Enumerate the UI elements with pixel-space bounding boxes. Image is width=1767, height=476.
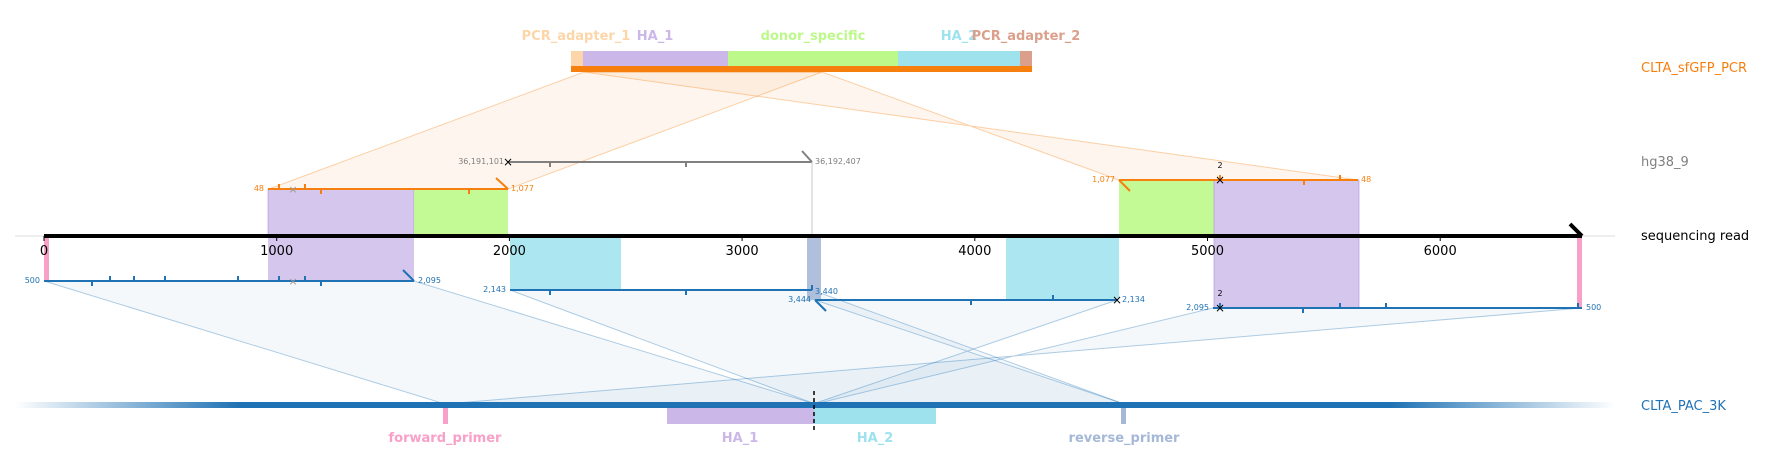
pcr-left-end-label: 1,077 [511, 184, 534, 193]
pac-alignment-3: × 3,444 2,134 [788, 293, 1145, 312]
pac-4-mismatch-mark: × [1215, 301, 1225, 315]
pcr-ha1-label: HA_1 [637, 29, 674, 44]
pac-ha2-label: HA_2 [857, 431, 894, 446]
pac-track-bar [15, 402, 1615, 408]
pcr-track-bar [571, 66, 1032, 72]
read-ha2-region-lower-2 [1006, 236, 1119, 300]
pcr-ha2-label: HA_2 [941, 29, 978, 44]
pac-1-mismatch-mark: × [288, 275, 297, 288]
read-donor-region-left [414, 189, 508, 235]
read-axis-tick-label: 3000 [726, 244, 759, 259]
pac-forward-primer-block [443, 408, 448, 424]
pac-1-end-label: 2,095 [418, 276, 441, 285]
read-axis-arrowhead [1568, 222, 1584, 238]
pac-4-count-label: 2 [1217, 289, 1222, 298]
pcr-left-mismatch-mark: × [288, 183, 297, 196]
pcr-alignment-right: × 2 1,077 48 [1092, 161, 1371, 192]
pac-3-start-label: 3,444 [788, 295, 811, 304]
track-label-read: sequencing read [1641, 229, 1749, 244]
track-label-pcr: CLTA_sfGFP_PCR [1641, 61, 1747, 76]
pcr-alignment-left: × 48 1,077 [254, 177, 534, 196]
read-ha1-region-right [1213, 179, 1360, 236]
pac-alignment-2: 2,143 3,440 [483, 285, 838, 296]
read-axis: 0 1000 2000 3000 4000 5000 6000 [15, 222, 1615, 259]
pac-4-start-label: 2,095 [1186, 303, 1209, 312]
read-upper-regions [267, 179, 1360, 236]
pcr-adapter-2-label: PCR_adapter_2 [972, 29, 1081, 44]
pac-ha2-block [814, 408, 936, 424]
read-ha1-region-left [267, 188, 415, 236]
pcr-donor-specific-block [728, 51, 898, 66]
read-axis-tick-label: 6000 [1424, 244, 1457, 259]
pac-3-start-tail [814, 299, 827, 312]
pcr-right-connection [583, 71, 1359, 181]
pac-alignment-4: × 2 2,095 500 [1186, 289, 1601, 315]
pcr-to-read-connections [268, 71, 1359, 190]
read-lower-regions [44, 235, 1582, 309]
pcr-donor-specific-label: donor_specific [761, 29, 866, 44]
pcr-left-end-tail [495, 177, 509, 190]
pcr-right-start-tail [1118, 179, 1131, 192]
read-forward-primer-right [1577, 236, 1582, 308]
read-ha1-region-lower-right [1213, 235, 1360, 309]
pac-3-end-label: 2,134 [1122, 295, 1145, 304]
track-label-genome: hg38_9 [1641, 155, 1689, 170]
pac-2-start-label: 2,143 [483, 285, 506, 294]
pcr-adapter-2-block [1020, 51, 1032, 66]
read-axis-tick-label: 1000 [260, 244, 293, 259]
pcr-right-mismatch-mark: × [1215, 173, 1225, 187]
genome-start-label: 36,191,101 [458, 157, 504, 166]
read-axis-tick-label: 4000 [958, 244, 991, 259]
pac-reverse-primer-block [1121, 408, 1126, 424]
read-reverse-primer-region [807, 236, 821, 300]
pac-3-mismatch-mark: × [1112, 293, 1122, 307]
pac-1-end-tail [402, 269, 415, 282]
read-axis-tick-label: 2000 [493, 244, 526, 259]
read-axis-tick-label: 5000 [1191, 244, 1224, 259]
pac-alignment-1: × 500 2,095 [25, 269, 441, 288]
read-ha2-region-lower-1 [510, 236, 621, 290]
pcr-right-end-label: 48 [1361, 175, 1371, 184]
track-label-pac: CLTA_PAC_3K [1641, 399, 1726, 414]
read-forward-primer-left [44, 236, 49, 281]
genome-alignment: × 36,191,101 36,192,407 [458, 150, 861, 235]
pcr-left-start-label: 48 [254, 184, 264, 193]
read-axis-ticks: 0 1000 2000 3000 4000 5000 6000 [40, 236, 1457, 259]
pcr-adapter-1-block [571, 51, 583, 66]
pac-forward-primer-label: forward_primer [389, 431, 503, 446]
genome-alignment-end-tail [801, 150, 813, 163]
pac-track: forward_primer HA_1 HA_2 reverse_primer [15, 391, 1615, 446]
pcr-track: PCR_adapter_1 HA_1 donor_specific HA_2 P… [522, 29, 1081, 72]
read-donor-region-right [1119, 180, 1214, 235]
read-axis-tick-label: 0 [40, 244, 48, 259]
pcr-right-start-label: 1,077 [1092, 175, 1115, 184]
read-ha1-region-lower-left [268, 236, 414, 281]
pac-1-start-label: 500 [25, 276, 40, 285]
pcr-ha2-block [898, 51, 1020, 66]
pac-ha1-label: HA_1 [722, 431, 759, 446]
genome-end-label: 36,192,407 [815, 157, 861, 166]
pac-2-end-label: 3,440 [815, 287, 838, 296]
pcr-ha1-block [583, 51, 728, 66]
genome-mismatch-mark: × [503, 155, 513, 169]
pac-4-end-label: 500 [1586, 303, 1601, 312]
track-labels: CLTA_sfGFP_PCR hg38_9 sequencing read CL… [1641, 61, 1749, 414]
pcr-right-count-label: 2 [1217, 161, 1222, 170]
pac-ha1-block [667, 408, 814, 424]
pac-reverse-primer-label: reverse_primer [1069, 431, 1181, 446]
pcr-adapter-1-label: PCR_adapter_1 [522, 29, 631, 44]
